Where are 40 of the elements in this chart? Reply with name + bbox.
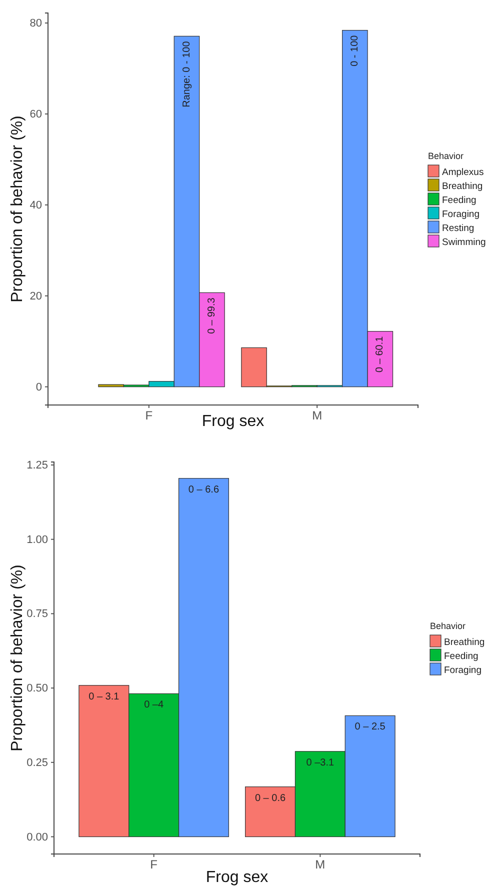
- legend-label: Feeding: [442, 195, 476, 206]
- legend-label: Foraging: [444, 665, 482, 676]
- annotation: Range: 0 - 100: [181, 40, 192, 108]
- x-tick-label: M: [312, 408, 322, 423]
- annotation: 0 – 6.6: [188, 484, 220, 496]
- legend-title: Behavior: [430, 621, 466, 631]
- legend-label: Amplexus: [442, 167, 484, 178]
- y-tick-label: 60: [30, 108, 42, 120]
- x-tick-label: M: [315, 858, 326, 872]
- y-tick-label: 0: [36, 381, 42, 394]
- annotation: 0 – 99.3: [206, 297, 218, 334]
- legend-title: Behavior: [428, 151, 464, 161]
- y-tick-label: 1.25: [26, 459, 48, 472]
- y-tick-label: 20: [30, 290, 42, 302]
- legend-label: Swimming: [442, 237, 486, 248]
- y-axis-title: Proportion of behavior (%): [9, 116, 26, 302]
- x-tick-label: F: [145, 408, 153, 423]
- y-tick-label: 0.25: [26, 756, 48, 769]
- annotation: 0 – 3.1: [88, 691, 120, 702]
- x-tick-label: F: [150, 858, 158, 872]
- annotation: 0 –4: [144, 700, 164, 711]
- y-tick-label: 40: [30, 199, 42, 212]
- y-tick-label: 0.00: [26, 831, 48, 844]
- legend-label: Breathing: [442, 181, 483, 192]
- legend-label: Feeding: [444, 651, 478, 662]
- y-axis-title: Proportion of behavior (%): [9, 564, 26, 752]
- annotation: 0 - 100: [349, 34, 360, 66]
- y-tick-label: 0.75: [26, 608, 48, 620]
- y-tick-label: 1.00: [26, 534, 48, 546]
- legend-label: Foraging: [442, 209, 480, 220]
- annotation: 0 – 0.6: [254, 792, 286, 804]
- legend-label: Breathing: [444, 637, 485, 648]
- annotation: 0 – 60.1: [374, 336, 386, 372]
- annotation: 0 –3.1: [306, 757, 335, 768]
- y-tick-label: 80: [30, 18, 42, 30]
- x-axis-title: Frog sex: [202, 413, 264, 430]
- legend-label: Resting: [442, 223, 474, 234]
- x-axis-title: Frog sex: [206, 869, 268, 886]
- annotation: 0 – 2.5: [354, 722, 386, 733]
- y-tick-label: 0.50: [26, 682, 48, 695]
